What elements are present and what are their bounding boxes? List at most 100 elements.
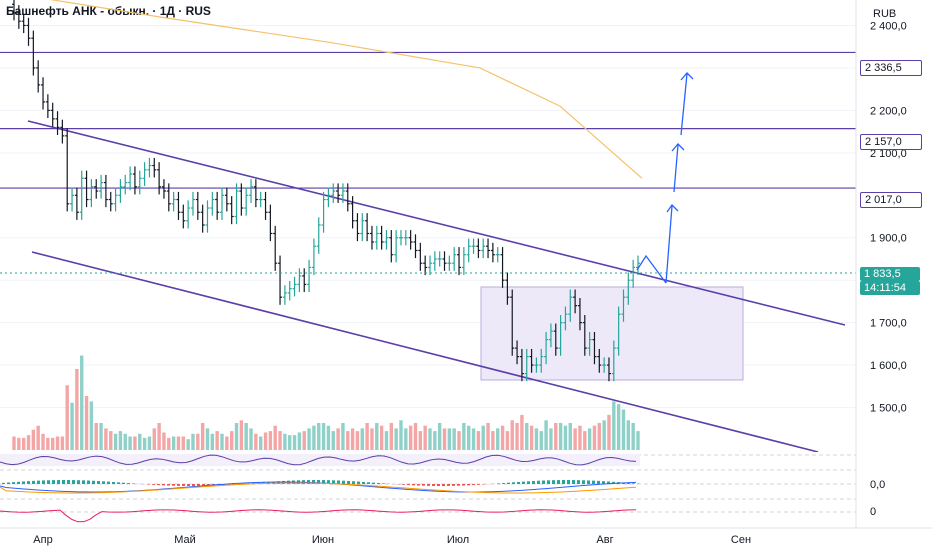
volume-bar [355,431,360,450]
macd-bar [352,481,355,484]
price-tick-label: 1 600,0 [870,360,907,372]
volume-bar [389,423,394,450]
volume-bars [12,355,640,450]
volume-bar [36,425,40,450]
volume-bar [75,369,79,450]
volume-bar [60,436,65,450]
volume-bar [239,420,244,450]
macd-bar [427,484,430,486]
volume-bar [452,428,456,450]
volume-bar [510,420,514,450]
volume-bar [292,435,297,450]
price-tick-label: 1 500,0 [870,403,907,415]
macd-bar [192,484,195,486]
volume-bar [534,428,539,450]
volume-bar [370,428,374,450]
arrow-head-3 [680,72,694,81]
volume-bar [466,425,471,450]
indicator-panes: 0,00 [0,452,885,528]
horizontal-levels [0,51,856,189]
macd-bar [62,480,65,484]
volume-bar [31,429,36,450]
macd-bar [37,480,40,484]
macd-bar [432,484,435,486]
macd-bar [542,480,545,484]
macd-bar [562,480,565,484]
volume-bar [297,432,302,450]
macd-bar [202,484,205,486]
volume-bar [394,428,398,450]
volume-bar [408,425,413,450]
volume-bar [573,428,577,450]
volume-bar [413,423,418,450]
macd-bar [177,484,180,486]
volume-bar [462,423,466,450]
macd-bar [477,484,480,485]
macd-bar [457,484,460,486]
volume-bar [525,423,529,450]
macd-bar [417,484,420,486]
macd-bar [107,481,110,484]
volume-bar [288,435,292,450]
volume-bar [157,423,161,450]
price-tick-label: 2 400,0 [870,20,907,32]
volume-bar [162,432,166,450]
macd-bar [337,480,340,484]
macd-bar [382,483,385,484]
macd-bar [567,480,570,484]
macd-bar [422,484,425,486]
price-tick-label: 1 700,0 [870,318,907,330]
macd-bar [572,480,575,484]
time-axis[interactable]: Апр Май Июн Июл Авг Сен [33,534,751,546]
volume-bar [602,420,606,450]
level-tag-3: 2 017,0 [860,192,922,208]
volume-bar [626,420,631,450]
volume-bar [549,428,553,450]
volume-bar [544,420,548,450]
macd-bar [167,484,170,486]
volume-bar [404,428,408,450]
volume-bar [176,436,181,450]
macd-bar [587,480,590,484]
macd-bar [402,484,405,485]
macd-bar [447,484,450,486]
macd-bar [102,481,105,484]
volume-bar [258,436,263,450]
volume-bar [65,385,69,450]
macd-bar [182,484,185,486]
arrow-head-1 [666,203,679,213]
macd-bar [507,482,510,484]
volume-bar [263,432,268,450]
volume-bar [616,404,621,450]
volume-bar [346,431,350,450]
volume-bar [491,431,495,450]
countdown-tag: 14:11:54 [860,281,920,295]
volume-bar [273,425,277,450]
candlestick-series [12,0,640,382]
price-tick-label: 2 100,0 [870,148,907,160]
macd-bar [27,481,30,484]
volume-bar [360,428,364,450]
macd-bar [517,481,520,484]
volume-bar [331,431,335,450]
volume-bar [457,431,461,450]
volume-bar [196,433,200,450]
volume-bar [500,425,505,450]
volume-bar [539,431,543,450]
macd-bar [57,480,60,484]
volume-bar [375,423,379,450]
volume-bar [46,437,50,450]
volume-bar [70,402,74,450]
volume-bar [587,428,592,450]
volume-bar [365,423,369,450]
volume-bar [205,428,210,450]
volume-bar [515,423,519,450]
price-axis[interactable]: 2 400,02 300,02 200,02 100,01 900,01 800… [870,20,907,414]
macd-bar [547,480,550,484]
volume-bar [191,433,195,450]
channel-upper-line [27,120,846,326]
volume-bar [621,409,626,450]
volume-bar [113,433,118,450]
macd-bar [92,480,95,484]
